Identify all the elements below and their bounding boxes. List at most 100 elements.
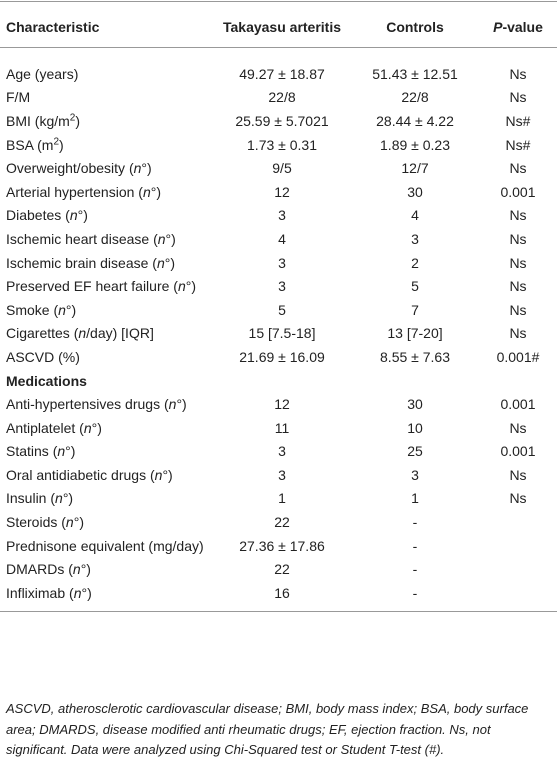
row-label: Overweight/obesity (n°)	[0, 156, 213, 180]
row-label: Age (years)	[0, 48, 213, 86]
text: Prednisone equivalent (mg/day)	[6, 537, 204, 554]
italic-text: n	[78, 325, 87, 342]
cell: 28.44 ± 4.22	[376, 112, 454, 129]
row-label: Steroids (n°)	[0, 510, 213, 534]
italic-text: n	[154, 466, 163, 483]
text: -value	[502, 19, 543, 35]
cell: 1.89 ± 0.23	[380, 136, 450, 153]
cell: 0.001	[500, 443, 536, 460]
italic-text: n	[83, 419, 92, 436]
cell: 13 [7-20]	[387, 325, 443, 342]
cell: Ns	[509, 254, 527, 271]
text: Antiplatelet (	[6, 419, 84, 436]
text: Cigarettes (	[6, 325, 79, 342]
table-row: Diabetes (n°) 3 4 Ns	[0, 204, 557, 228]
cell: 30	[407, 396, 423, 413]
table-row: DMARDs (n°) 22 -	[0, 557, 557, 581]
cell: Ns	[509, 301, 527, 318]
text: °)	[81, 584, 92, 601]
table-row: BMI (kg/m2) 25.59 ± 5.7021 28.44 ± 4.22 Ns#	[0, 109, 557, 133]
text: /day) [IQR]	[86, 325, 154, 342]
table-row: Ischemic heart disease (n°) 4 3 Ns	[0, 227, 557, 251]
italic-text: n	[168, 396, 177, 413]
cell: 0.001	[500, 183, 536, 200]
row-label: Statins (n°)	[0, 440, 213, 464]
row-label: Arterial hypertension (n°)	[0, 180, 213, 204]
table-row: BSA (m2) 1.73 ± 0.31 1.89 ± 0.23 Ns#	[0, 133, 557, 157]
cell: 30	[407, 183, 423, 200]
row-label: Insulin (n°)	[0, 487, 213, 511]
header-cell: P-value	[479, 1, 557, 48]
cell	[479, 534, 557, 558]
table-row: Arterial hypertension (n°) 12 30 0.001	[0, 180, 557, 204]
cell: 3	[278, 207, 286, 224]
row-label: Diabetes (n°)	[0, 204, 213, 228]
cell: 8.55 ± 7.63	[380, 348, 450, 365]
cell: 27.36 ± 17.86	[239, 537, 325, 554]
table-row: Smoke (n°) 5 7 Ns	[0, 298, 557, 322]
table-row: Statins (n°) 3 25 0.001	[0, 440, 557, 464]
cell	[479, 510, 557, 534]
cell: Ns#	[505, 136, 531, 153]
text: Controls	[386, 19, 444, 35]
table-row: Anti-hypertensives drugs (n°) 12 30 0.001	[0, 392, 557, 416]
cell: 4	[411, 207, 419, 224]
table-row: Age (years) 49.27 ± 18.87 51.43 ± 12.51 Ns	[0, 48, 557, 86]
section-label: Medications	[6, 372, 87, 389]
text: BSA (m	[6, 136, 54, 153]
cell: -	[412, 514, 418, 531]
row-label: ASCVD (%)	[0, 345, 213, 369]
italic-text: n	[65, 514, 74, 531]
table-row: F/M 22/8 22/8 Ns	[0, 86, 557, 110]
row-label: Cigarettes (n/day) [IQR]	[0, 322, 213, 346]
cell: 0.001	[500, 396, 536, 413]
text: °)	[80, 561, 91, 578]
footnote: ASCVD, atherosclerotic cardiovascular di…	[6, 701, 529, 757]
table-row: ASCVD (%) 21.69 ± 16.09 8.55 ± 7.63 0.001#	[0, 345, 557, 369]
text: Diabetes (	[6, 207, 70, 224]
cell: 51.43 ± 12.51	[372, 65, 458, 82]
text: °)	[185, 278, 197, 295]
cell: Ns	[509, 207, 527, 224]
text: °)	[73, 514, 84, 531]
row-label: Prednisone equivalent (mg/day)	[0, 534, 213, 558]
cell: 2	[411, 254, 419, 271]
cell: 1	[278, 490, 286, 507]
cell: 25.59 ± 5.7021	[235, 112, 329, 129]
text: Insulin (	[6, 490, 56, 507]
superscript: 2	[53, 135, 60, 147]
table-row: Oral antidiabetic drugs (n°) 3 3 Ns	[0, 463, 557, 487]
text: °)	[65, 443, 76, 460]
text: °)	[77, 207, 88, 224]
text: °)	[62, 490, 74, 507]
cell: Ns	[509, 419, 527, 436]
cell: Ns	[509, 325, 527, 342]
text: )	[59, 136, 64, 153]
cell: 22/8	[268, 89, 296, 106]
cell: Ns	[509, 65, 527, 82]
table-row: Prednisone equivalent (mg/day) 27.36 ± 17…	[0, 534, 557, 558]
text: °)	[165, 230, 176, 247]
italic-text: n	[177, 278, 186, 295]
table-row: Antiplatelet (n°) 11 10 Ns	[0, 416, 557, 440]
italic-text: n	[142, 183, 151, 200]
table-row: Overweight/obesity (n°) 9/5 12/7 Ns	[0, 156, 557, 180]
text: F/M	[6, 89, 31, 106]
cell: Ns	[509, 160, 527, 177]
cell: 22	[274, 514, 290, 531]
text: Preserved EF heart failure (	[6, 278, 178, 295]
text: °)	[65, 301, 77, 318]
cell: 3	[278, 443, 286, 460]
cell: Ns#	[505, 112, 531, 129]
text: °)	[176, 396, 187, 413]
text: °)	[162, 466, 173, 483]
cell: 10	[407, 419, 423, 436]
text: Steroids (	[6, 514, 66, 531]
italic-text: n	[69, 207, 78, 224]
table-row: Preserved EF heart failure (n°) 3 5 Ns	[0, 274, 557, 298]
cell: 1.73 ± 0.31	[247, 136, 317, 153]
cell: 22/8	[401, 89, 429, 106]
header-cell: Controls	[351, 1, 479, 48]
text: °)	[150, 183, 162, 200]
